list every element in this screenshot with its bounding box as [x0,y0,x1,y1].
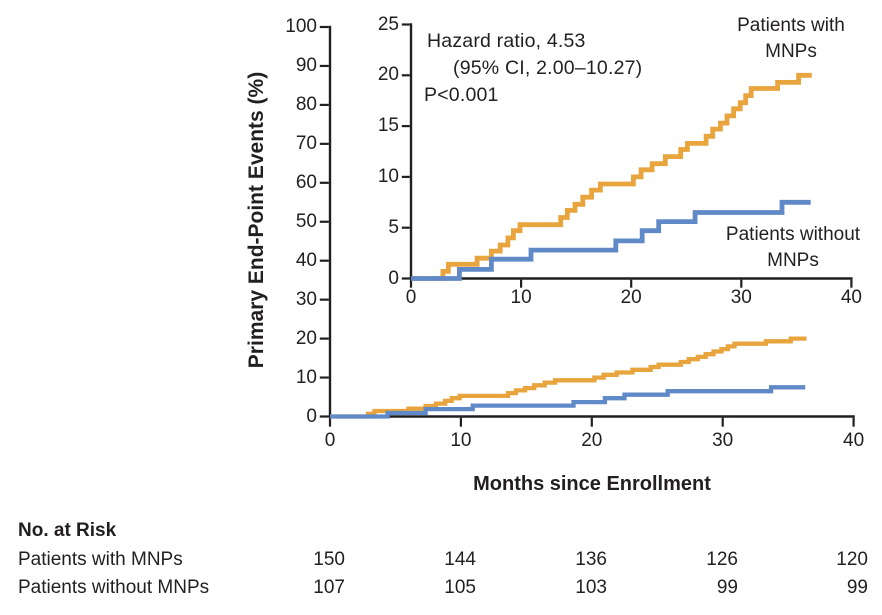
at-risk-value: 107 [313,577,345,598]
main-x-tick-label: 10 [450,430,472,451]
inset-x-tick-label: 20 [620,287,642,308]
main-y-tick-label: 60 [295,171,317,193]
main-x-tick-label: 30 [712,430,734,451]
at-risk-value: 105 [444,577,476,598]
main-y-tick-label: 40 [295,249,317,271]
at-risk-value: 126 [706,549,738,570]
at-risk-value: 150 [313,549,345,570]
main-y-tick-label: 80 [295,93,317,115]
inset-x-tick-label: 40 [840,287,862,308]
curve-label-with-mnps-line2: MNPs [765,41,817,62]
main-y-tick-label: 90 [295,54,317,76]
x-axis-title: Months since Enrollment [473,473,711,495]
at-risk-title: No. at Risk [18,520,117,541]
main-y-tick-label: 70 [295,132,317,154]
at-risk-value: 136 [575,549,607,570]
curve-label-without-mnps-line1: Patients without [725,224,861,245]
curve-label-without-mnps: Patients without MNPs [683,222,882,274]
inset-curve-without-mnps [411,199,811,281]
main-curve-with-mnps [330,336,807,419]
at-risk-value: 99 [846,577,868,598]
at-risk-row-label-without-mnps: Patients without MNPs [18,577,210,598]
at-risk-value: 144 [444,549,476,570]
main-y-tick-label: 10 [295,366,317,388]
confidence-interval-annotation: (95% CI, 2.00–10.27) [453,57,643,79]
main-y-tick-label: 50 [295,210,317,232]
curve-label-with-mnps: Patients with MNPs [681,13,882,65]
inset-y-tick-label: 10 [377,165,399,187]
at-risk-value: 120 [836,549,868,570]
main-x-tick-label: 40 [843,430,865,451]
inset-y-tick-label: 5 [388,216,399,238]
inset-y-tick-label: 15 [377,115,399,137]
main-y-tick-label: 0 [306,405,317,427]
at-risk-value: 103 [575,577,607,598]
at-risk-value: 99 [716,577,738,598]
main-y-tick-label: 30 [295,288,317,310]
curve-label-without-mnps-line2: MNPs [767,250,819,271]
main-curve-without-mnps [330,385,806,419]
main-x-tick-label: 0 [324,430,336,451]
p-value-annotation: P<0.001 [424,84,499,106]
curve-label-with-mnps-line1: Patients with [737,15,845,36]
inset-y-tick-label: 0 [388,267,399,289]
inset-x-tick-label: 30 [730,287,752,308]
main-y-tick-label: 20 [295,327,317,349]
main-x-tick-label: 20 [581,430,603,451]
inset-x-tick-label: 10 [510,287,532,308]
inset-y-tick-label: 20 [377,64,399,86]
hazard-ratio-annotation: Hazard ratio, 4.53 [427,30,586,52]
inset-y-tick-label: 25 [377,13,399,35]
inset-curve-with-mnps [411,72,812,281]
main-y-tick-label: 100 [285,16,317,37]
at-risk-row-label-with-mnps: Patients with MNPs [18,549,183,570]
inset-x-tick-label: 0 [405,287,417,308]
